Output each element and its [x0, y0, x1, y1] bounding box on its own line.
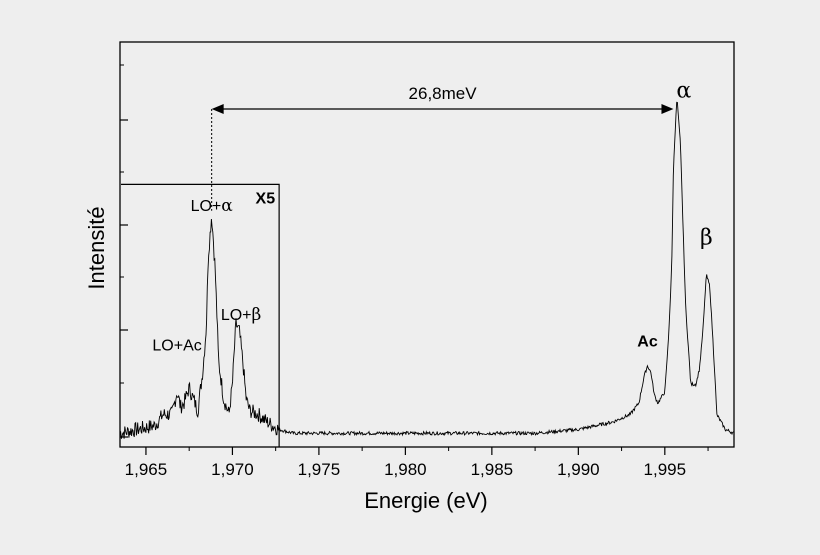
x-tick-label: 1,980 [384, 460, 427, 479]
arrowhead-right [661, 104, 674, 115]
x-axis-title: Energie (eV) [364, 488, 488, 513]
x-axis-ticks: 1,965 1,970 1,975 1,980 1,985 1,990 1,995 [125, 447, 709, 479]
peak-label: LO+Ac [152, 337, 201, 354]
x-tick-label: 1,985 [471, 460, 514, 479]
x-tick-label: 1,975 [298, 460, 341, 479]
x-tick-label: 1,970 [211, 460, 254, 479]
plot-frame [119, 41, 735, 448]
y-axis-title: Intensité [84, 206, 109, 289]
measurement-arrow: 26,8meV [211, 84, 674, 211]
peak-annotations: α β Ac LO+α LO+β LO+Ac [152, 79, 712, 355]
inset-label: X5 [256, 190, 276, 207]
spectrum-series [119, 101, 734, 439]
measurement-label: 26,8meV [409, 84, 478, 103]
peak-label: α [676, 79, 691, 104]
arrowhead-left [211, 104, 224, 115]
y-axis-ticks [120, 64, 128, 438]
peak-label: Ac [637, 334, 658, 351]
peak-label: LO+β [221, 305, 262, 325]
x-tick-label: 1,965 [125, 460, 168, 479]
inset-border [121, 183, 280, 447]
plot-border [119, 41, 735, 448]
x-tick-label: 1,990 [557, 460, 600, 479]
peak-label: LO+α [191, 196, 234, 216]
inset-box: X5 [121, 183, 280, 447]
spectrum-line [119, 101, 734, 439]
x-tick-label: 1,995 [644, 460, 687, 479]
peak-label: β [700, 226, 713, 251]
